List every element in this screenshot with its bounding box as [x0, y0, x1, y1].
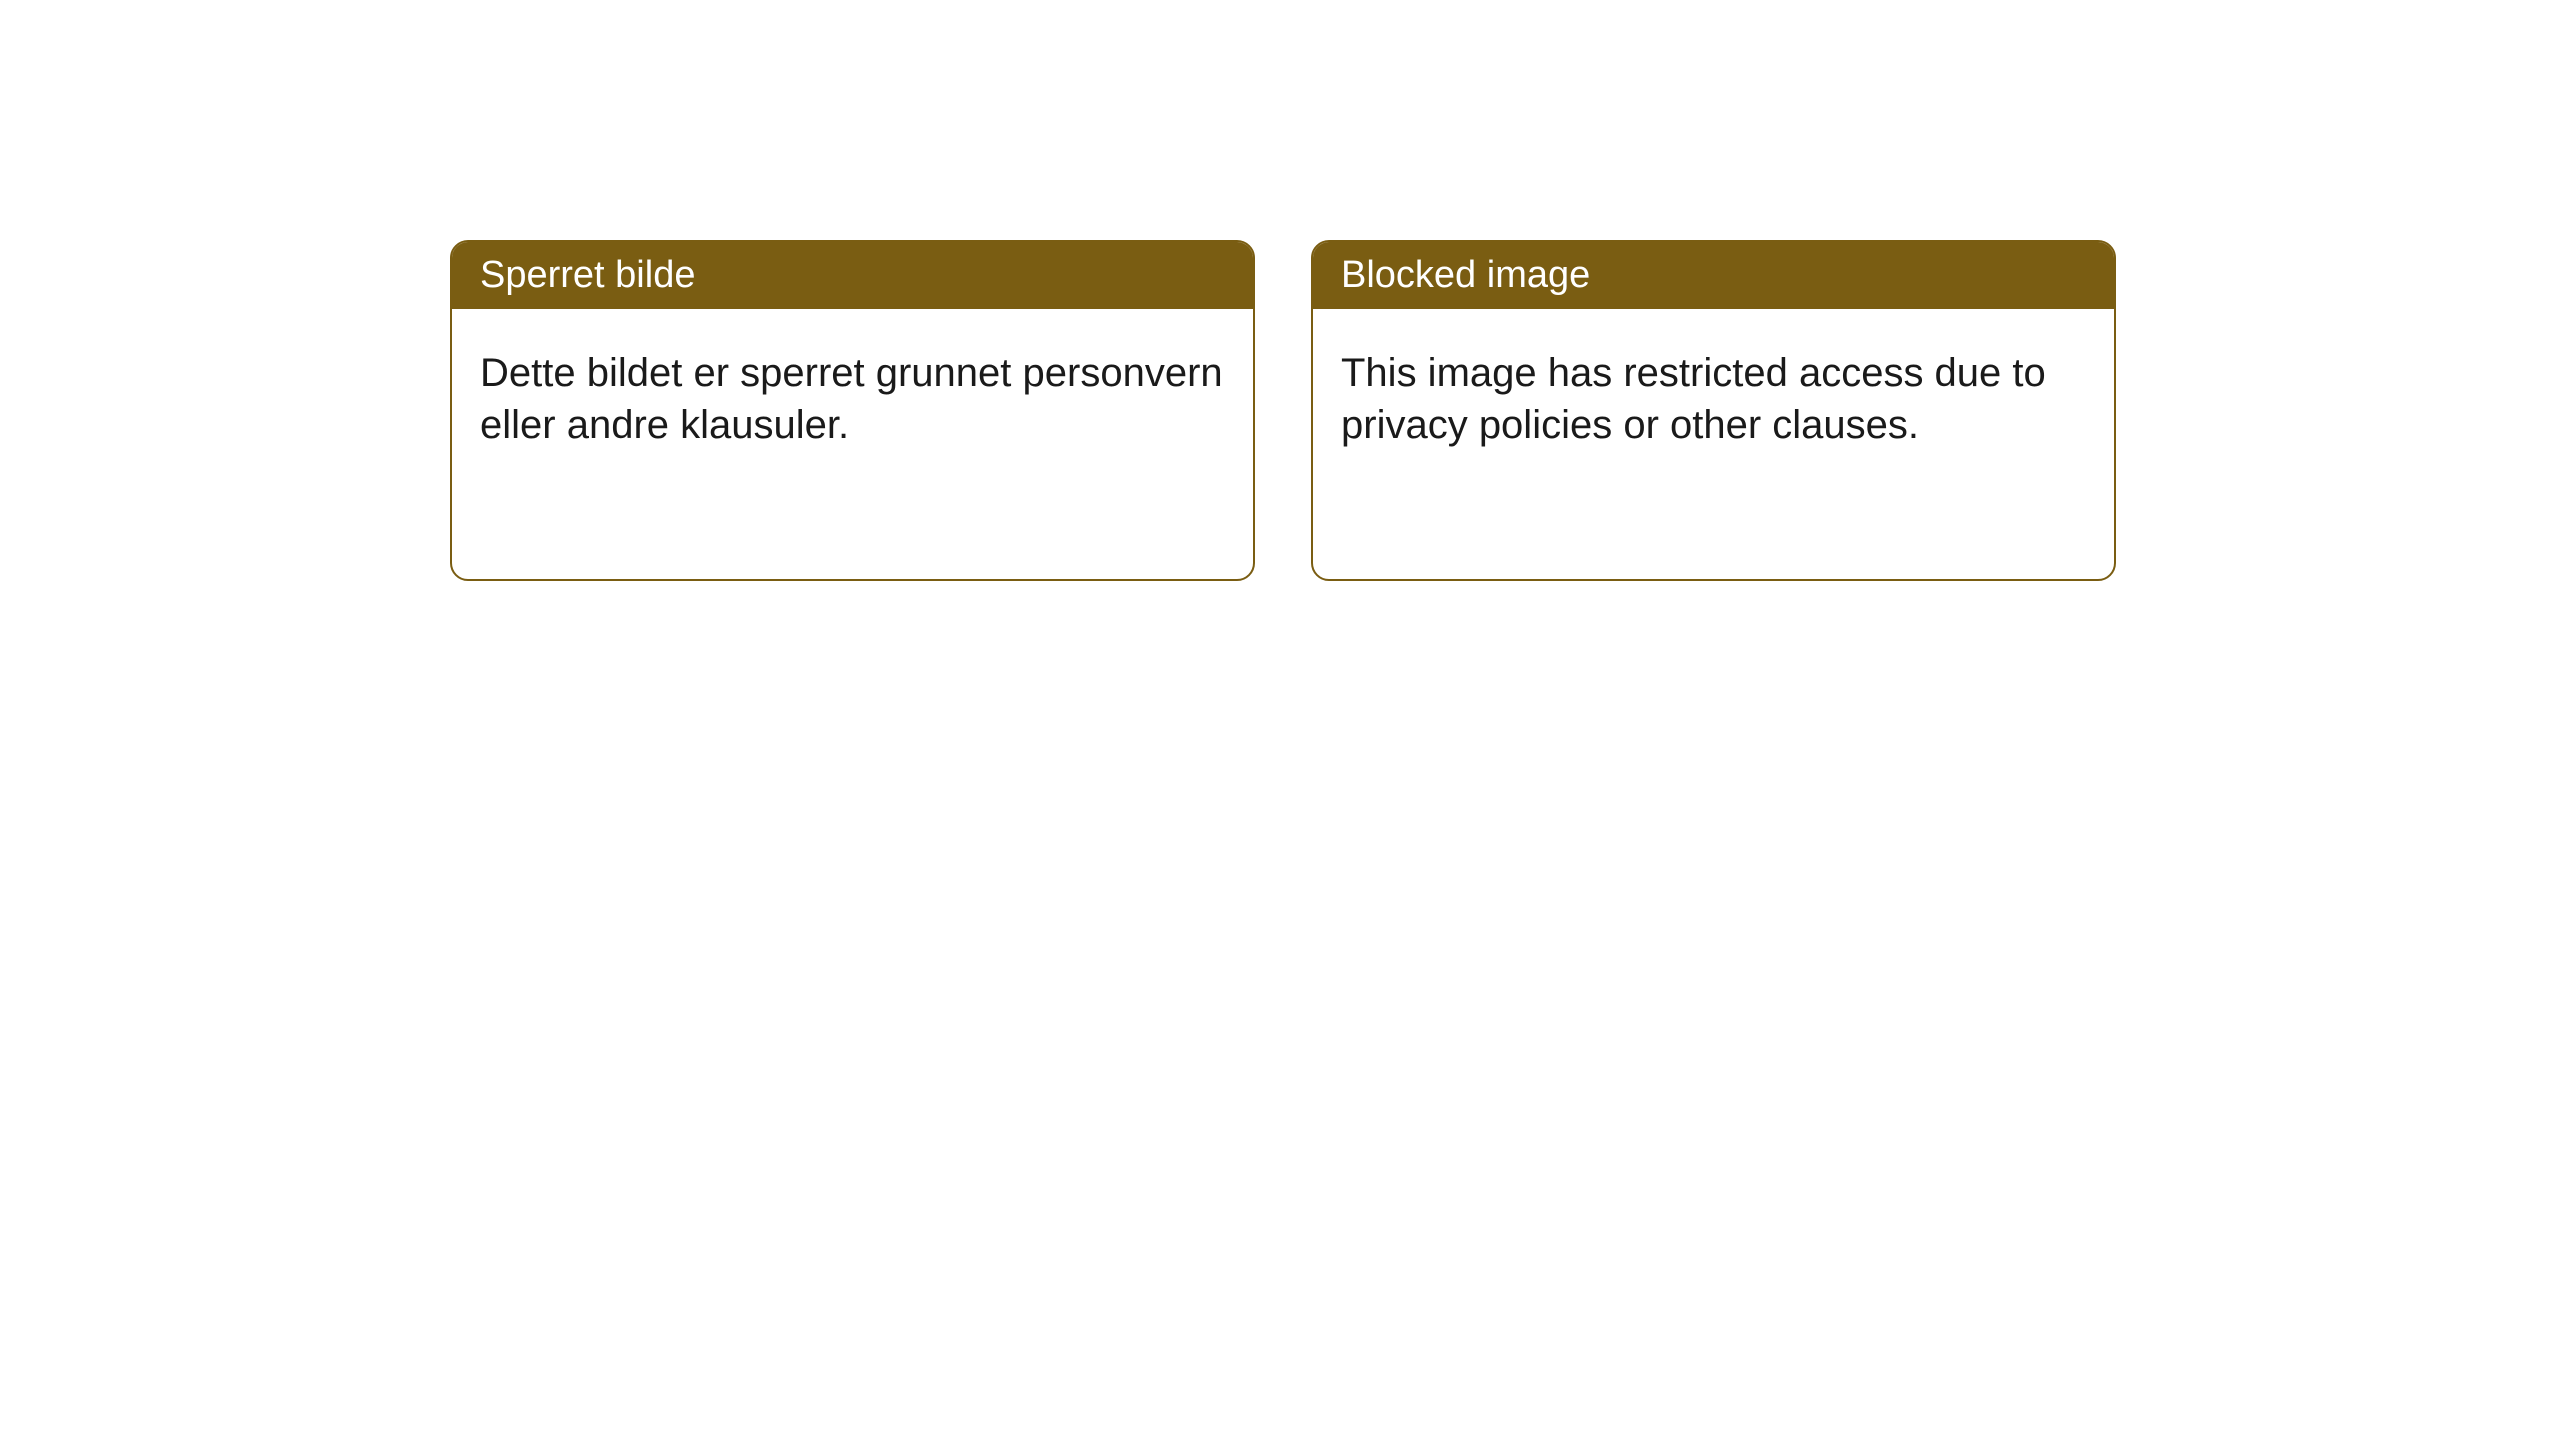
blocked-image-card-en: Blocked image This image has restricted … [1311, 240, 2116, 581]
blocked-image-card-no: Sperret bilde Dette bildet er sperret gr… [450, 240, 1255, 581]
card-body-no: Dette bildet er sperret grunnet personve… [452, 309, 1253, 579]
card-header-no: Sperret bilde [452, 242, 1253, 309]
card-header-en: Blocked image [1313, 242, 2114, 309]
card-body-en: This image has restricted access due to … [1313, 309, 2114, 579]
card-container: Sperret bilde Dette bildet er sperret gr… [0, 0, 2560, 581]
